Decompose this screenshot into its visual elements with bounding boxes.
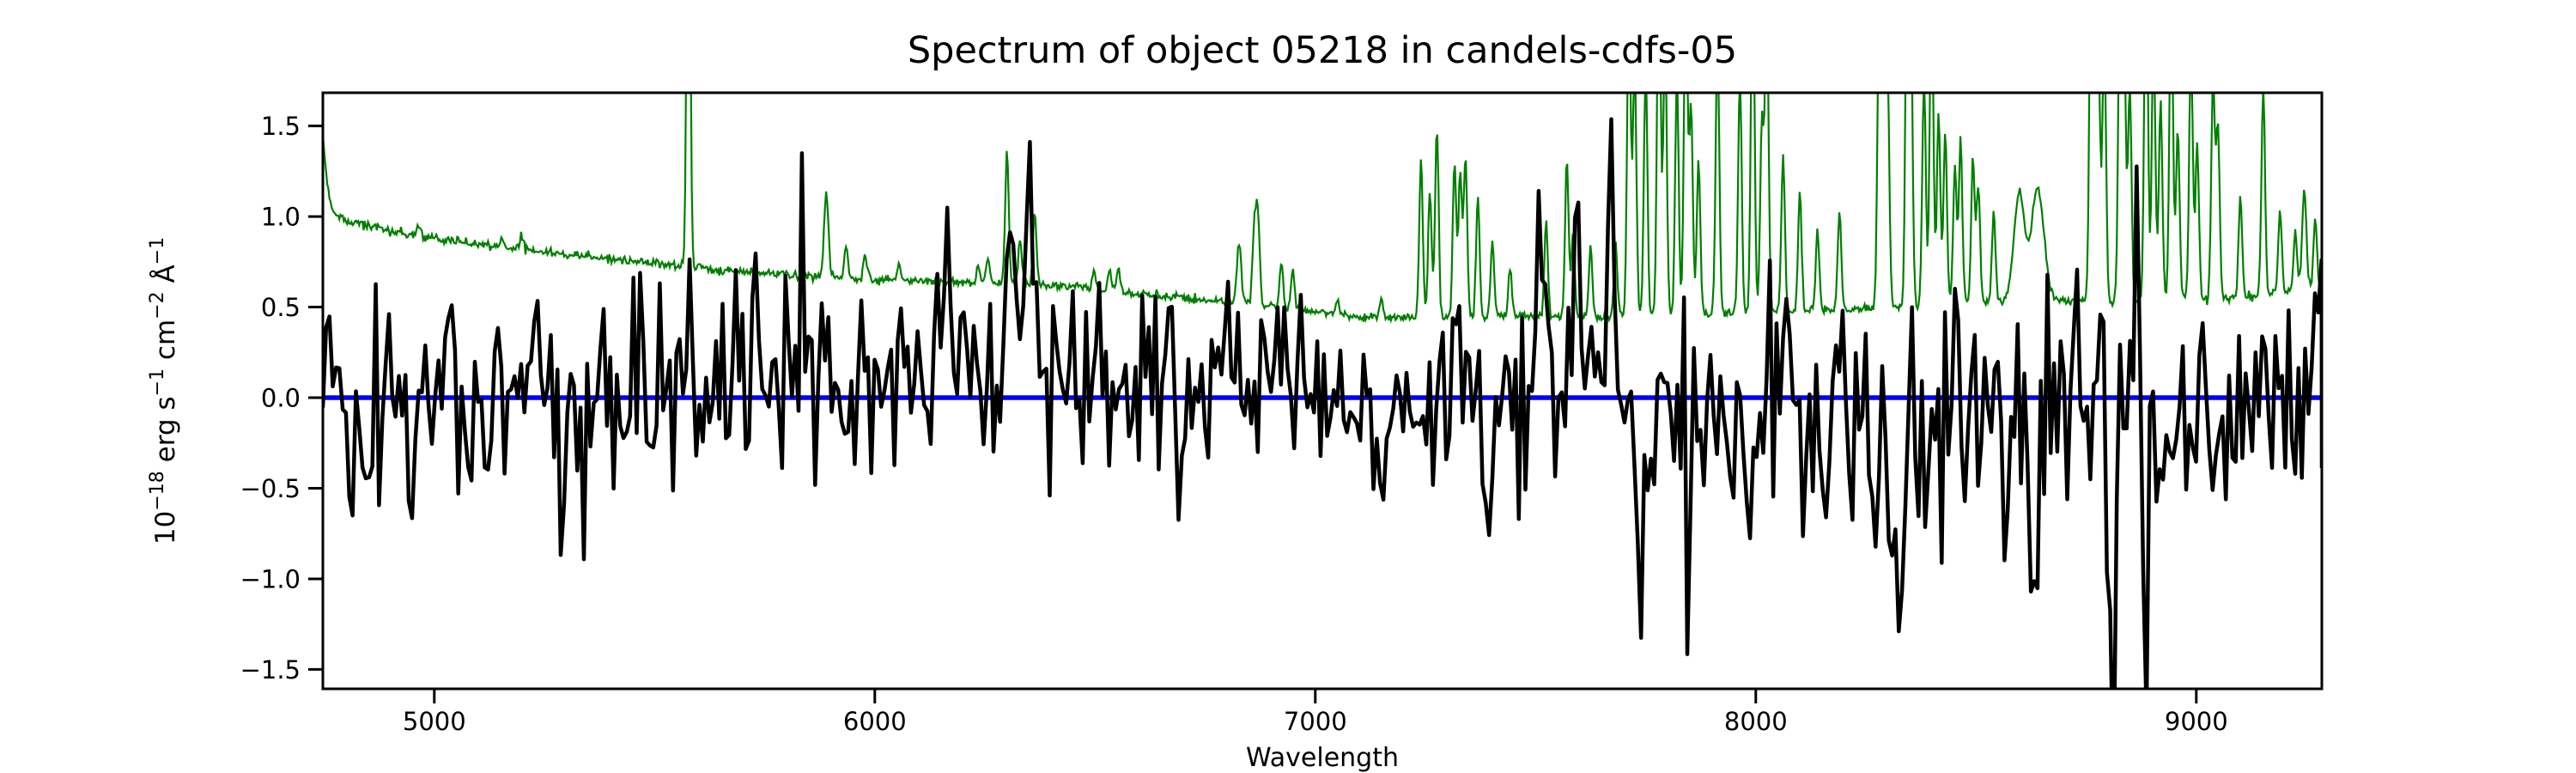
y-axis-label: 10−18 erg s−1 cm−2 Å−1 — [147, 237, 181, 545]
y-tick-label: 0.0 — [261, 384, 301, 413]
plot-frame — [321, 91, 2324, 691]
x-axis-ticks — [433, 689, 2198, 703]
y-tick-label: −1.0 — [240, 564, 301, 593]
x-tick-label: 5000 — [403, 707, 466, 736]
x-tick-label: 7000 — [1284, 707, 1347, 736]
x-tick-label: 6000 — [843, 707, 907, 736]
y-tick-label: −0.5 — [240, 474, 301, 503]
series-group — [323, 93, 2322, 689]
y-tick-label: −1.5 — [240, 655, 301, 685]
x-tick-labels: 5000 6000 7000 8000 9000 — [403, 707, 2228, 736]
y-tick-label: 1.5 — [261, 112, 301, 141]
x-axis-label: Wavelength — [1246, 743, 1399, 773]
error-sky-spectrum-line — [323, 93, 2322, 325]
object-flux-spectrum-line — [323, 117, 2322, 689]
y-tick-label: 0.5 — [261, 293, 301, 322]
y-tick-label: 1.0 — [261, 203, 301, 232]
y-axis-ticks — [308, 125, 323, 671]
x-tick-label: 9000 — [2165, 707, 2228, 736]
y-tick-labels: 1.5 1.0 0.5 0.0 −0.5 −1.0 −1.5 — [240, 112, 301, 685]
plot-title: Spectrum of object 05218 in candels-cdfs… — [908, 29, 1737, 72]
x-tick-label: 8000 — [1724, 707, 1788, 736]
svg-text:10−18 erg s−1 cm−2 Å−1: 10−18 erg s−1 cm−2 Å−1 — [147, 237, 181, 545]
